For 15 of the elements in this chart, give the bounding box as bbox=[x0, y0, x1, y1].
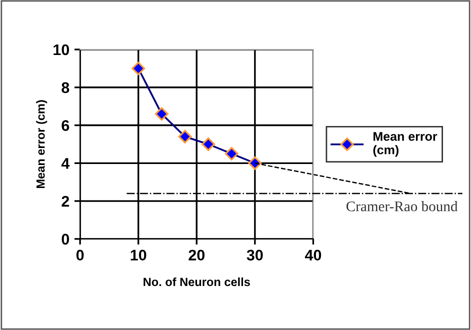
x-tick-label: 10 bbox=[130, 250, 146, 261]
x-tick-label: 0 bbox=[76, 250, 84, 261]
y-tick-label: 10 bbox=[54, 44, 70, 56]
x-tick-label: 20 bbox=[188, 250, 205, 261]
x-tick-label: 30 bbox=[246, 250, 263, 261]
y-tick-label: 4 bbox=[61, 158, 70, 169]
y-tick-label: 8 bbox=[62, 82, 70, 94]
ref-line-label: Cramer-Rao bound bbox=[346, 201, 458, 212]
y-axis-title: Mean error (cm) bbox=[36, 100, 48, 188]
x-axis-title: No. of Neuron cells bbox=[144, 277, 250, 286]
legend-label: Mean error (cm) bbox=[373, 132, 438, 157]
y-tick-label: 2 bbox=[62, 196, 70, 207]
y-tick-label: 6 bbox=[62, 120, 70, 131]
y-tick-label: 0 bbox=[62, 234, 70, 245]
x-tick-label: 40 bbox=[304, 250, 322, 261]
